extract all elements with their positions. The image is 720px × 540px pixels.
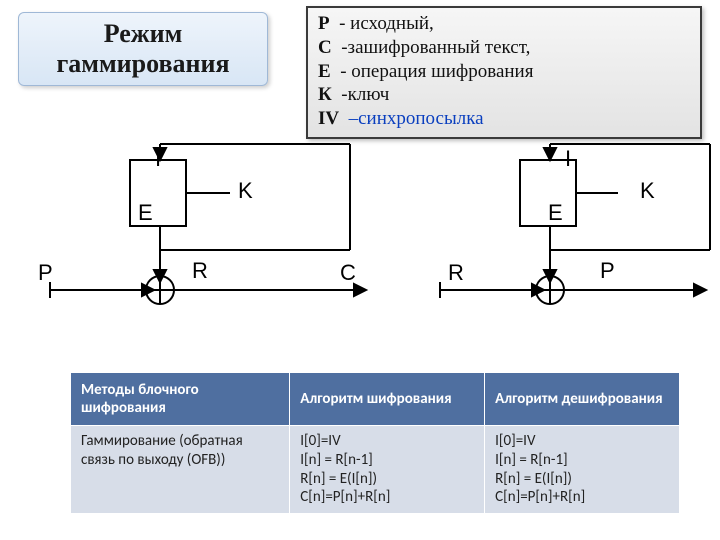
legend-row-K: К -ключ: [318, 83, 690, 107]
table-col-method: Методы блочного шифрования: [71, 373, 290, 426]
diagram-area: I E K P R C I E K R P: [0, 140, 720, 360]
table-header-row: Методы блочного шифрования Алгоритм шифр…: [71, 373, 680, 426]
label-P: P: [38, 260, 53, 286]
label-K: K: [238, 178, 253, 204]
label-E: E: [138, 200, 153, 226]
legend-sym: К: [318, 84, 332, 105]
page-title: Режим гаммирования: [18, 12, 268, 86]
legend-sym: P: [318, 13, 330, 34]
decrypt-diagram: [400, 140, 720, 340]
label-I: I: [155, 146, 161, 172]
legend-sym: IV: [318, 108, 339, 129]
legend-row-E: E - операция шифрования: [318, 60, 690, 84]
legend-desc: –синхропосылка: [349, 108, 484, 129]
legend-desc: -ключ: [341, 84, 389, 105]
table-col-decrypt: Алгоритм дешифрования: [485, 373, 680, 426]
legend-sym: C: [318, 37, 332, 58]
legend-desc: - исходный,: [339, 13, 434, 34]
label-E2: E: [548, 200, 563, 226]
cell-encrypt: I[0]=IV I[n] = R[n-1] R[n] = E(I[n]) C[n…: [290, 426, 485, 514]
legend-row-C: C -зашифрованный текст,: [318, 36, 690, 60]
label-R: R: [192, 258, 208, 284]
cell-method: Гаммирование (обратная связь по выходу (…: [71, 426, 290, 514]
label-K2: K: [640, 178, 655, 204]
legend-box: P - исходный, C -зашифрованный текст, E …: [306, 6, 702, 139]
table-col-encrypt: Алгоритм шифрования: [290, 373, 485, 426]
encrypt-diagram: [20, 140, 380, 340]
label-P2: P: [600, 258, 615, 284]
legend-row-P: P - исходный,: [318, 12, 690, 36]
algorithm-table: Методы блочного шифрования Алгоритм шифр…: [70, 372, 680, 514]
label-I2: I: [565, 146, 571, 172]
label-C: C: [340, 260, 356, 286]
legend-desc: -зашифрованный текст,: [341, 37, 530, 58]
table-row: Гаммирование (обратная связь по выходу (…: [71, 426, 680, 514]
legend-row-IV: IV –синхропосылка: [318, 107, 690, 131]
legend-desc: - операция шифрования: [340, 61, 533, 82]
label-R2: R: [448, 260, 464, 286]
legend-sym: E: [318, 61, 331, 82]
cell-decrypt: I[0]=IV I[n] = R[n-1] R[n] = E(I[n]) C[n…: [485, 426, 680, 514]
